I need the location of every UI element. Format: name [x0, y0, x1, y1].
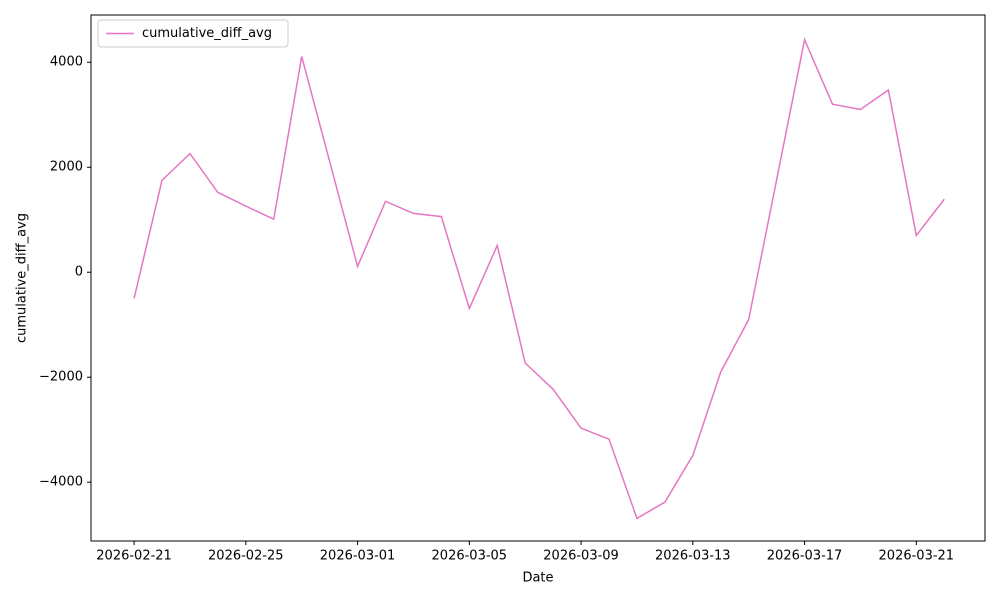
legend-label: cumulative_diff_avg [142, 26, 272, 41]
y-tick-label: 4000 [50, 55, 83, 70]
x-tick-label: 2026-03-05 [432, 549, 508, 564]
x-tick-label: 2026-03-21 [879, 549, 955, 564]
x-tick-label: 2026-02-21 [96, 549, 172, 564]
y-tick-label: 2000 [50, 160, 83, 175]
x-tick-label: 2026-02-25 [208, 549, 284, 564]
y-tick-label: −4000 [39, 475, 83, 490]
x-tick-label: 2026-03-17 [767, 549, 843, 564]
plot-frame [90, 14, 986, 542]
x-tick-label: 2026-03-13 [655, 549, 731, 564]
x-tick-label: 2026-03-01 [320, 549, 396, 564]
line [133, 37, 945, 520]
y-axis-label: cumulative_diff_avg [15, 213, 30, 343]
x-axis-label: Date [522, 571, 553, 586]
y-tick-label: −2000 [39, 370, 83, 385]
x-tick-label: 2026-03-09 [543, 549, 619, 564]
legend-box [97, 19, 289, 48]
y-tick-label: 0 [75, 265, 83, 280]
